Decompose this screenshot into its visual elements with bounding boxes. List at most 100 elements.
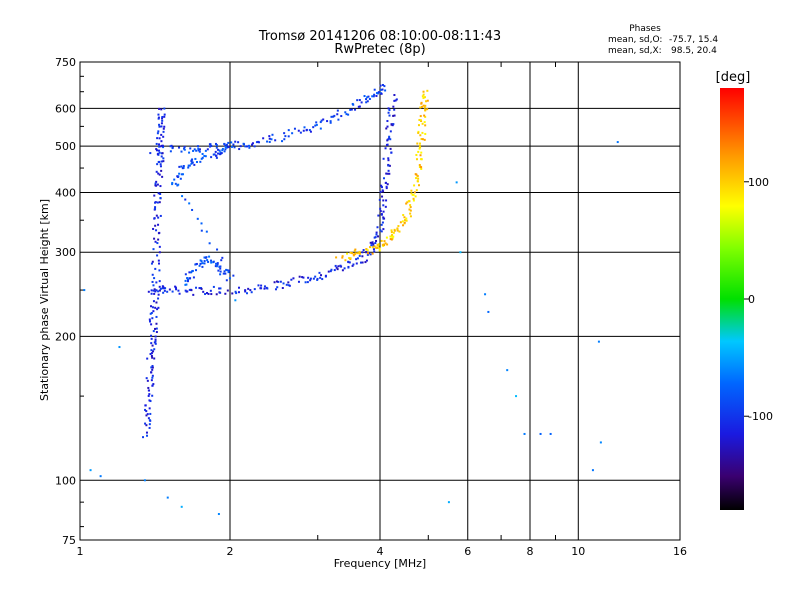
echo-point: [221, 147, 224, 150]
echo-point: [409, 204, 412, 207]
echo-point: [151, 364, 154, 367]
echo-point: [419, 119, 422, 122]
echo-point: [616, 141, 619, 144]
echo-point: [372, 95, 375, 98]
echo-point: [219, 265, 222, 268]
echo-point: [415, 153, 418, 156]
echo-point: [358, 252, 361, 255]
echo-point: [217, 269, 220, 272]
echo-point: [160, 155, 163, 158]
echo-point: [151, 376, 154, 379]
echo-point: [153, 292, 156, 295]
echo-point: [334, 264, 337, 267]
echo-point: [219, 153, 222, 156]
echo-point: [194, 263, 197, 266]
echo-point: [152, 227, 155, 230]
echo-point: [159, 192, 162, 195]
echo-point: [357, 105, 360, 108]
echo-point: [319, 127, 322, 130]
echo-point: [348, 261, 351, 264]
echo-point: [396, 229, 399, 232]
echo-point: [389, 138, 392, 141]
echo-point: [382, 157, 385, 160]
echo-point: [253, 288, 256, 291]
echo-point: [388, 172, 391, 175]
echo-point: [391, 124, 394, 127]
echo-point: [184, 289, 187, 292]
echo-point: [329, 270, 332, 273]
y-tick-label: 600: [55, 102, 76, 115]
echo-point: [383, 217, 386, 220]
echo-point: [186, 290, 189, 293]
echo-point: [422, 93, 425, 96]
echo-point: [382, 228, 385, 231]
echo-point: [390, 123, 393, 126]
echo-point: [162, 127, 165, 130]
echo-point: [226, 269, 229, 272]
echo-point: [180, 165, 183, 168]
echo-point: [223, 150, 226, 153]
echo-point: [181, 167, 184, 170]
echo-point: [154, 335, 157, 338]
echo-point: [190, 271, 193, 274]
echo-point: [174, 182, 177, 185]
echo-point: [161, 152, 164, 155]
echo-point: [154, 290, 157, 293]
echo-point: [184, 283, 187, 286]
echo-point: [283, 138, 286, 141]
echo-point: [145, 410, 148, 413]
echo-point: [150, 323, 153, 326]
echo-point: [515, 395, 518, 398]
echo-point: [191, 158, 194, 161]
echo-point: [198, 287, 201, 290]
echo-point: [184, 198, 187, 201]
echo-point: [388, 164, 391, 167]
echo-point: [397, 225, 400, 228]
echo-point: [349, 108, 352, 111]
echo-point: [161, 287, 164, 290]
echo-point: [187, 164, 190, 167]
echo-point: [401, 220, 404, 223]
echo-point: [390, 235, 393, 238]
echo-point: [157, 216, 160, 219]
echo-point: [152, 289, 155, 292]
echo-point: [343, 267, 346, 270]
echo-point: [146, 413, 149, 416]
echo-point: [306, 281, 309, 284]
echo-point: [424, 124, 427, 127]
echo-point: [506, 369, 509, 372]
echo-point: [385, 236, 388, 239]
echo-point: [218, 149, 221, 152]
echo-point: [366, 96, 369, 99]
echo-point: [145, 414, 148, 417]
echo-point: [152, 350, 155, 353]
echo-point: [219, 267, 222, 270]
echo-point: [344, 111, 347, 114]
echo-point: [160, 169, 163, 172]
echo-point: [214, 265, 217, 268]
echo-point: [421, 138, 424, 141]
echo-point: [179, 177, 182, 180]
echo-point: [409, 212, 412, 215]
echo-point: [373, 250, 376, 253]
echo-point: [398, 230, 401, 233]
echo-point: [215, 262, 218, 265]
colorbar: [deg] -100 0 100: [716, 70, 773, 510]
echo-point: [421, 131, 424, 134]
echo-point: [382, 216, 385, 219]
echo-point: [358, 99, 361, 102]
echo-point: [356, 252, 359, 255]
echo-point: [187, 278, 190, 281]
echo-point: [392, 114, 395, 117]
echo-point: [149, 312, 152, 315]
echo-point: [157, 259, 160, 262]
echo-point: [251, 142, 254, 145]
echo-point: [415, 177, 418, 180]
echo-point: [412, 199, 415, 202]
echo-point: [156, 163, 159, 166]
echo-point: [228, 269, 231, 272]
echo-point: [410, 189, 413, 192]
echo-point: [340, 115, 343, 118]
echo-point: [192, 149, 195, 152]
echo-point: [378, 247, 381, 250]
